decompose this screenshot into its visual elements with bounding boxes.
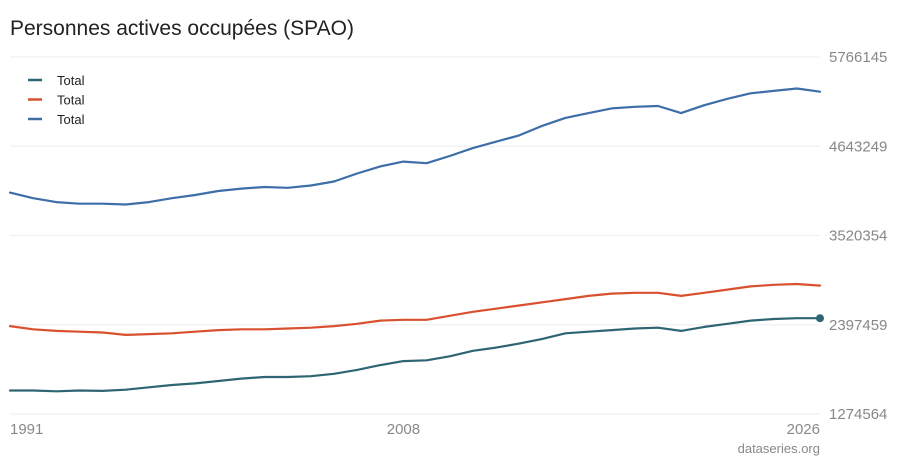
y-tick-label: 5766145 bbox=[829, 49, 887, 66]
series-line-1 bbox=[8, 317, 822, 393]
series-line-3 bbox=[8, 87, 822, 206]
x-tick-label: 2026 bbox=[787, 421, 820, 438]
series-1-end-marker bbox=[816, 314, 824, 323]
legend-label: Total bbox=[57, 73, 85, 88]
y-tick-label: 4643249 bbox=[829, 138, 887, 155]
legend: Total Total Total bbox=[28, 73, 85, 127]
chart-title: Personnes actives occupées (SPAO) bbox=[10, 17, 354, 40]
legend-label: Total bbox=[57, 93, 85, 108]
y-tick-label: 1274564 bbox=[829, 406, 887, 423]
gridlines bbox=[10, 56, 820, 415]
y-tick-label: 2397459 bbox=[829, 317, 887, 334]
legend-label: Total bbox=[57, 112, 85, 127]
y-axis-ticks: 5766145 4643249 3520354 2397459 1274564 bbox=[829, 49, 887, 423]
x-tick-label: 2008 bbox=[387, 421, 420, 438]
series-line-2 bbox=[8, 282, 822, 336]
credit-text: dataseries.org bbox=[738, 441, 820, 456]
x-axis-ticks: 1991 2008 2026 bbox=[10, 421, 820, 438]
x-tick-label: 1991 bbox=[10, 421, 43, 438]
y-tick-label: 3520354 bbox=[829, 228, 887, 245]
series-lines bbox=[8, 87, 824, 393]
